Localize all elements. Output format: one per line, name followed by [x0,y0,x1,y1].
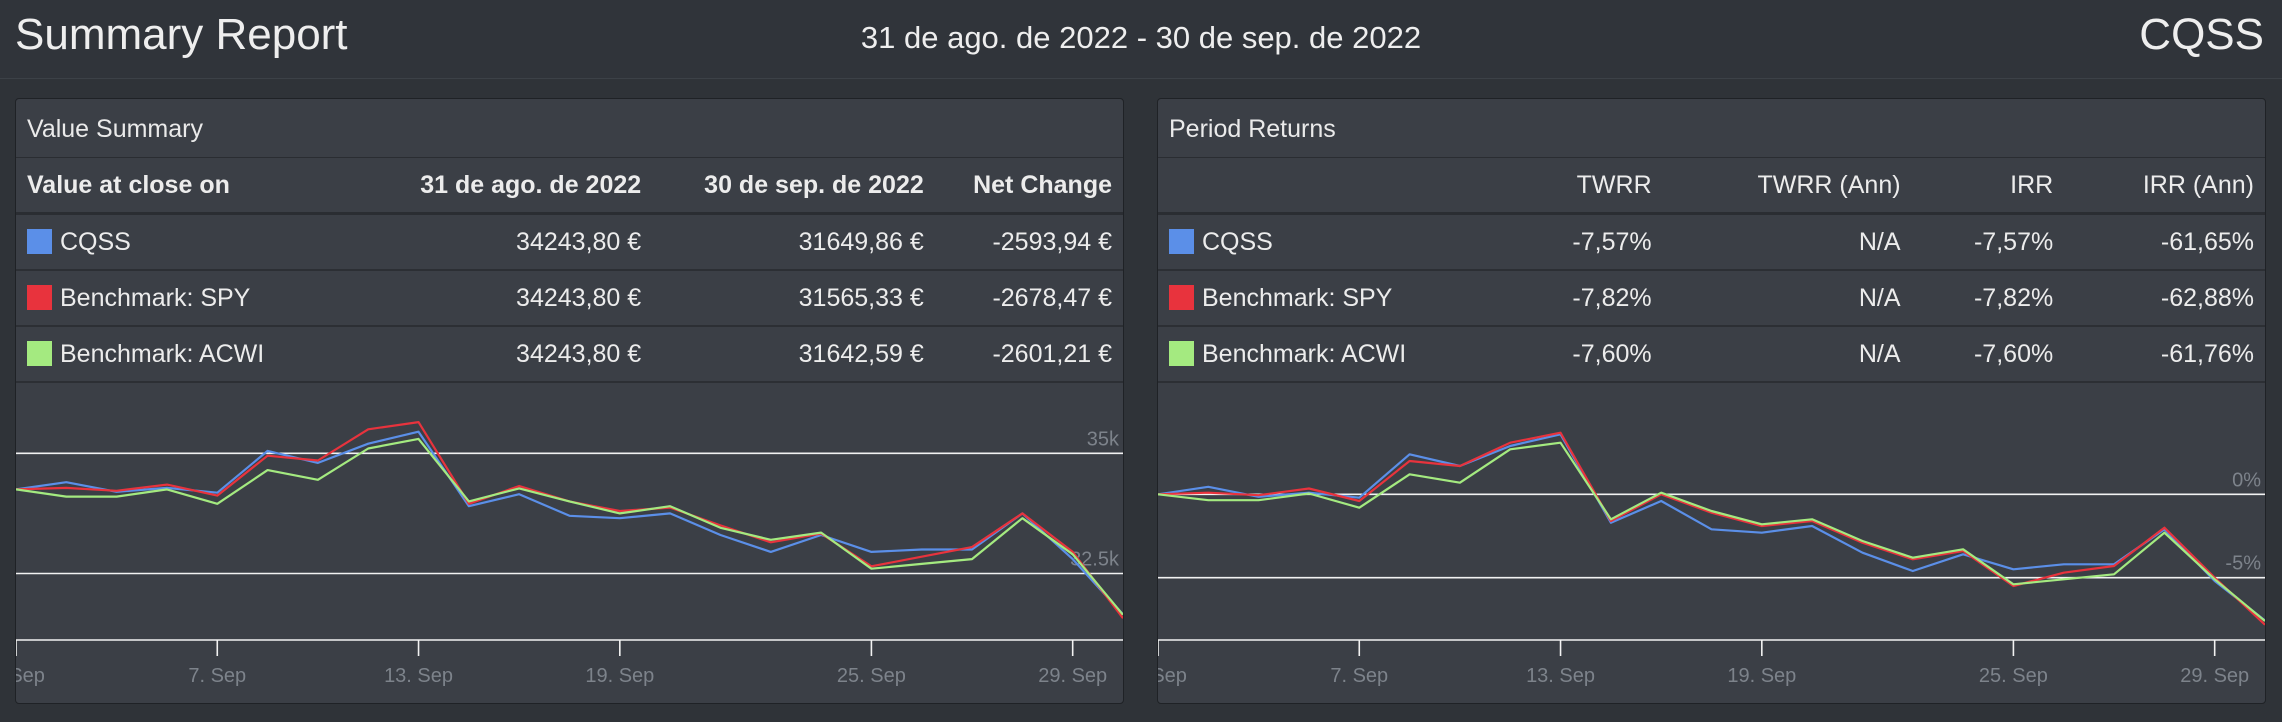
returns-chart-x-tick-label: 1. Sep [1158,665,1187,687]
value-chart-x-tick-label: 7. Sep [188,665,246,687]
net-change: -2678,47 € [934,270,1123,327]
row-name-cell: CQSS [1158,213,1510,271]
twrr-ann-value: N/A [1662,326,1912,383]
row-name: Benchmark: SPY [1202,283,1393,312]
value-chart-x-tick-label: 1. Sep [16,665,45,687]
row-name: Benchmark: ACWI [60,339,265,368]
returns-chart-x-tick-label: 25. Sep [1979,665,2048,687]
twrr-value: -7,57% [1510,213,1663,271]
period-returns-title: Period Returns [1158,99,2265,158]
start-value: 34243,80 € [368,213,653,271]
value-summary-title: Value Summary [16,99,1123,158]
value-chart-x-tick-label: 19. Sep [585,665,654,687]
returns-chart-y-tick-label: -5% [2225,553,2261,575]
period-returns-panel: Period Returns TWRR TWRR (Ann) IRR IRR (… [1157,98,2266,704]
end-value: 31649,86 € [652,213,935,271]
table-row: Benchmark: ACWI -7,60% N/A -7,60% -61,76… [1158,326,2265,383]
row-name: CQSS [1202,227,1273,256]
value-chart-x-tick-label: 29. Sep [1038,665,1107,687]
end-value: 31565,33 € [652,270,935,327]
returns-chart-x-tick-label: 19. Sep [1727,665,1796,687]
portfolio-name: CQSS [2139,10,2264,59]
irr-value: -7,82% [1911,270,2065,327]
row-name: Benchmark: SPY [60,283,251,312]
row-name-cell: CQSS [16,213,368,271]
irr-value: -7,57% [1911,213,2065,271]
row-name: CQSS [60,227,131,256]
value-chart-series-line-spy [16,420,1123,619]
returns-chart-x-tick-label: 7. Sep [1330,665,1388,687]
table-row: Benchmark: ACWI 34243,80 € 31642,59 € -2… [16,326,1123,383]
twrr-value: -7,82% [1510,270,1663,327]
returns-chart-series-line-spy [1158,431,2265,626]
row-name: Benchmark: ACWI [1202,339,1407,368]
start-value: 34243,80 € [368,326,653,383]
date-range: 31 de ago. de 2022 - 30 de sep. de 2022 [860,20,1422,55]
returns-chart-y-tick-label: 0% [2232,469,2261,491]
returns-chart-series-line-acwi [1158,441,2265,622]
row-name-cell: Benchmark: ACWI [1158,326,1510,383]
column-header-change: Net Change [934,158,1123,215]
row-name-cell: Benchmark: ACWI [16,326,368,383]
value-chart-series-line-acwi [16,437,1123,616]
report-header: Summary Report 31 de ago. de 2022 - 30 d… [0,0,2282,79]
period-returns-table: TWRR TWRR (Ann) IRR IRR (Ann) CQSS -7,57… [1158,158,2265,383]
table-row: CQSS -7,57% N/A -7,57% -61,65% [1158,213,2265,271]
value-summary-table: Value at close on 31 de ago. de 2022 30 … [16,158,1123,383]
cqss-color-swatch [1169,228,1194,254]
irr-ann-value: -61,76% [2064,326,2265,383]
column-header-irr-ann: IRR (Ann) [2064,158,2265,215]
spy-color-swatch [27,284,52,310]
column-header-name: Value at close on [16,158,368,215]
acwi-color-swatch [27,340,52,366]
column-header-name [1158,158,1510,215]
returns-chart: 0% -5% 1. Sep 7. Sep 13. Sep 19. Sep 25. Sep 29… [1158,431,2265,687]
net-change: -2601,21 € [934,326,1123,383]
twrr-ann-value: N/A [1662,270,1912,327]
row-name-cell: Benchmark: SPY [16,270,368,327]
value-chart-x-tick-label: 13. Sep [384,665,453,687]
returns-chart-x-tick-label: 13. Sep [1526,665,1595,687]
returns-chart-series-line-cqss [1158,433,2265,622]
column-header-end: 30 de sep. de 2022 [652,158,935,215]
table-row: Benchmark: SPY 34243,80 € 31565,33 € -26… [16,270,1123,327]
column-header-irr: IRR [1911,158,2065,215]
value-chart-series-line-cqss [16,430,1123,616]
value-chart-x-tick-label: 25. Sep [837,665,906,687]
row-name-cell: Benchmark: SPY [1158,270,1510,327]
column-header-twrr-ann: TWRR (Ann) [1662,158,1912,215]
irr-ann-value: -61,65% [2064,213,2265,271]
twrr-ann-value: N/A [1662,213,1912,271]
irr-value: -7,60% [1911,326,2065,383]
column-header-start: 31 de ago. de 2022 [368,158,653,215]
page-title: Summary Report [15,10,348,59]
end-value: 31642,59 € [652,326,935,383]
value-chart-y-tick-label: 35k [1087,428,1120,450]
net-change: -2593,94 € [934,213,1123,271]
twrr-value: -7,60% [1510,326,1663,383]
table-header-row: Value at close on 31 de ago. de 2022 30 … [16,158,1123,215]
value-summary-panel: Value Summary Value at close on 31 de ag… [15,98,1124,704]
table-row: CQSS 34243,80 € 31649,86 € -2593,94 € [16,213,1123,271]
cqss-color-swatch [27,228,52,254]
start-value: 34243,80 € [368,270,653,327]
spy-color-swatch [1169,284,1194,310]
table-row: Benchmark: SPY -7,82% N/A -7,82% -62,88% [1158,270,2265,327]
returns-chart-x-tick-label: 29. Sep [2180,665,2249,687]
table-header-row: TWRR TWRR (Ann) IRR IRR (Ann) [1158,158,2265,215]
acwi-color-swatch [1169,340,1194,366]
irr-ann-value: -62,88% [2064,270,2265,327]
column-header-twrr: TWRR [1510,158,1663,215]
